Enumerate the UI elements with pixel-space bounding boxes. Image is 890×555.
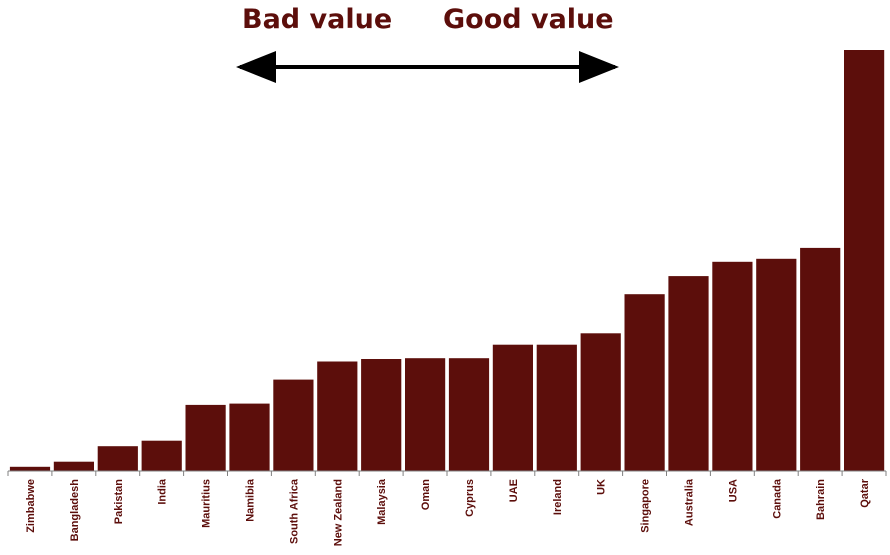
bar-australia [668,276,709,471]
bar-south-africa [273,379,314,471]
bar-malaysia [361,359,402,471]
bar-new-zealand [317,361,358,471]
bar-zimbabwe [9,466,51,471]
x-tick-label-mauritius: Mauritius [201,479,213,528]
x-tick-label-south-africa: South Africa [288,478,300,544]
bars-group [9,50,885,471]
bar-singapore [624,294,665,471]
bar-india [141,440,182,471]
bar-usa [712,261,753,471]
bar-oman [405,358,446,471]
x-tick-labels: Zimbabwe Bangladesh Pakistan India Mauritius… [25,478,871,546]
bar-bangladesh [53,461,94,471]
bar-bahrain [800,247,841,471]
x-tick-label-australia: Australia [684,478,696,526]
x-tick-label-bahrain: Bahrain [815,479,827,520]
x-tick-label-new-zealand: New Zealand [332,479,344,546]
x-tick-marks [7,471,887,476]
x-tick-label-bangladesh: Bangladesh [69,479,81,542]
bar-canada [756,258,797,471]
x-tick-label-ireland: Ireland [552,479,564,515]
x-tick-label-pakistan: Pakistan [113,479,125,525]
x-tick-label-cyprus: Cyprus [464,479,476,517]
x-tick-label-singapore: Singapore [640,479,652,533]
bar-cyprus [448,358,490,471]
x-tick-label-uk: UK [596,479,608,495]
x-tick-label-malaysia: Malaysia [376,478,388,525]
bar-ireland [536,344,577,471]
x-tick-label-namibia: Namibia [244,478,256,522]
x-tick-label-canada: Canada [771,478,783,519]
bad-value-label: Bad value [242,4,393,35]
bar-namibia [229,403,270,471]
x-tick-label-zimbabwe: Zimbabwe [25,479,37,533]
x-tick-label-uae: UAE [508,479,520,502]
x-tick-label-india: India [157,478,169,505]
bar-uk [580,333,621,471]
bar-pakistan [97,446,138,471]
bar-uae [492,344,533,471]
x-tick-label-oman: Oman [420,479,432,510]
x-tick-label-usa: USA [727,479,739,502]
bar-mauritius [185,404,226,471]
good-value-label: Good value [443,4,614,35]
x-tick-label-qatar: Qatar [859,478,871,507]
bar-qatar [844,50,885,471]
